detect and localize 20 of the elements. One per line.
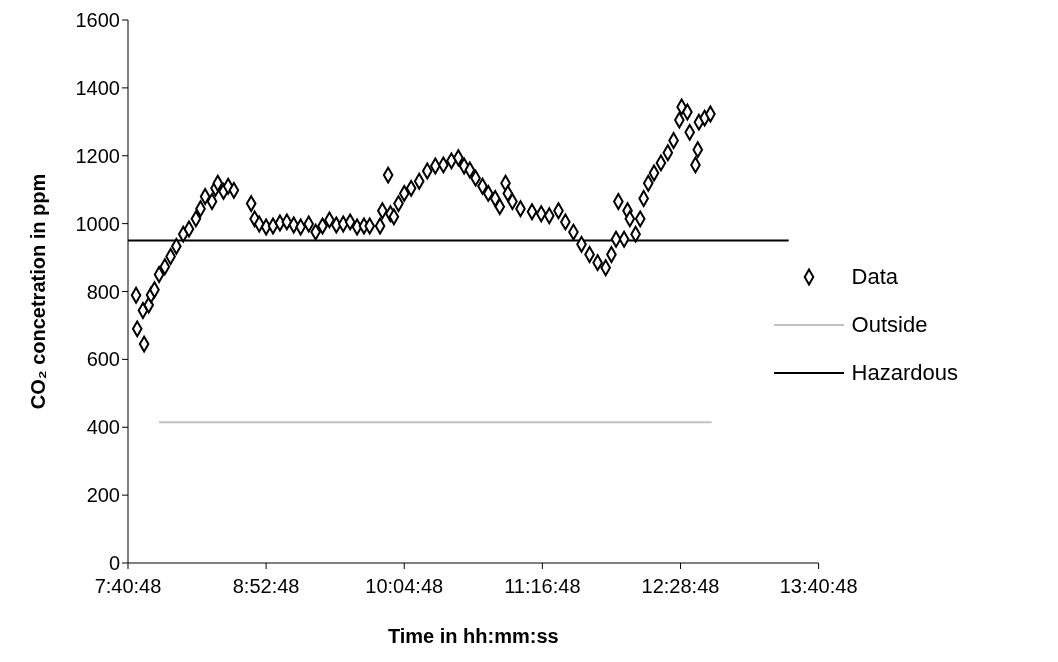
legend-label: Outside [851,312,928,338]
y-tick-label: 400 [86,416,120,439]
y-tick-label: 1400 [75,76,120,99]
y-axis-title: CO₂ concetration in ppm [27,173,50,410]
x-tick-label: 8:52:48 [232,575,300,598]
x-tick-label: 7:40:48 [94,575,162,598]
y-tick-label: 1200 [75,144,120,167]
y-tick-label: 800 [86,280,120,303]
y-tick-label: 0 [108,552,120,575]
y-tick-label: 600 [86,348,120,371]
x-tick-label: 10:04:48 [365,575,444,598]
legend-label: Data [851,264,899,290]
x-axis-title: Time in hh:mm:ss [387,625,559,647]
y-tick-label: 1600 [75,9,120,32]
y-tick-label: 1000 [75,212,120,235]
x-tick-label: 12:28:48 [641,575,720,598]
y-tick-label: 200 [86,484,120,507]
x-tick-label: 11:16:48 [504,575,581,598]
x-tick-label: 13:40:48 [779,575,858,598]
legend-label: Hazardous [851,360,958,386]
